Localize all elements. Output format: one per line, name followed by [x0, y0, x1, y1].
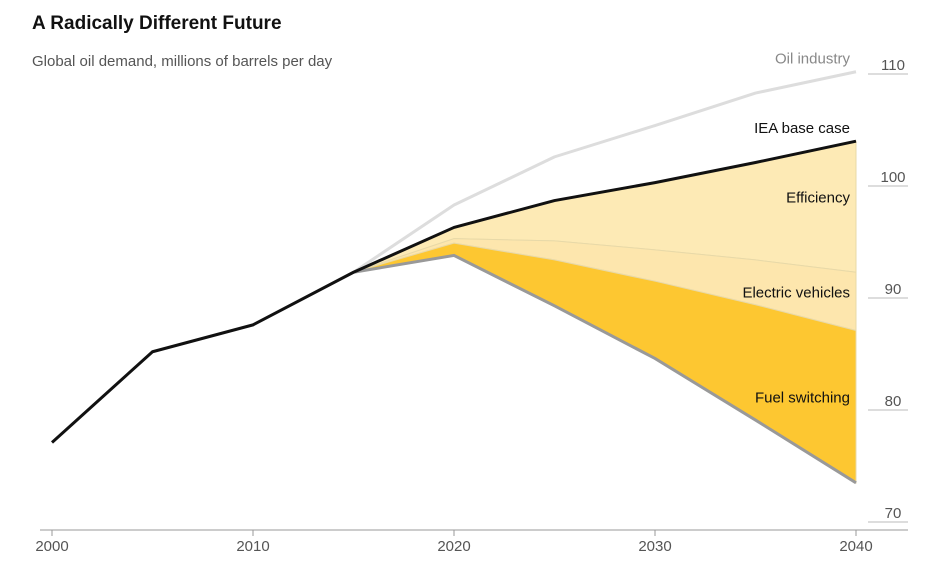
- line: [50, 139, 857, 444]
- x-tick-label: 2030: [638, 538, 671, 555]
- x-tick-label: 2020: [437, 538, 470, 555]
- area-label: Fuel switching: [755, 390, 850, 407]
- line: [352, 70, 857, 274]
- y-tick-label: 100: [880, 169, 905, 186]
- chart-subtitle: Global oil demand, millions of barrels p…: [32, 53, 333, 70]
- plot: 70 80 90 100 110 2000 2010 2020 2030 2040 Efficien…: [35, 51, 908, 555]
- y-tick-label: 80: [885, 393, 902, 410]
- y-tick-label: 110: [881, 57, 905, 74]
- x-tick-label: 2000: [35, 538, 68, 555]
- x-tick-label: 2010: [236, 538, 269, 555]
- area-label: Efficiency: [786, 190, 850, 207]
- y-tick-label: 70: [885, 505, 902, 522]
- chart-title: A Radically Different Future: [32, 13, 282, 34]
- x-tick-label: 2040: [839, 538, 872, 555]
- line-label: IEA base case: [754, 120, 850, 137]
- y-tick-label: 90: [885, 281, 902, 298]
- line-label: Oil industry: [775, 51, 851, 68]
- area-label: Electric vehicles: [742, 284, 850, 301]
- area-edge: [353, 253, 857, 485]
